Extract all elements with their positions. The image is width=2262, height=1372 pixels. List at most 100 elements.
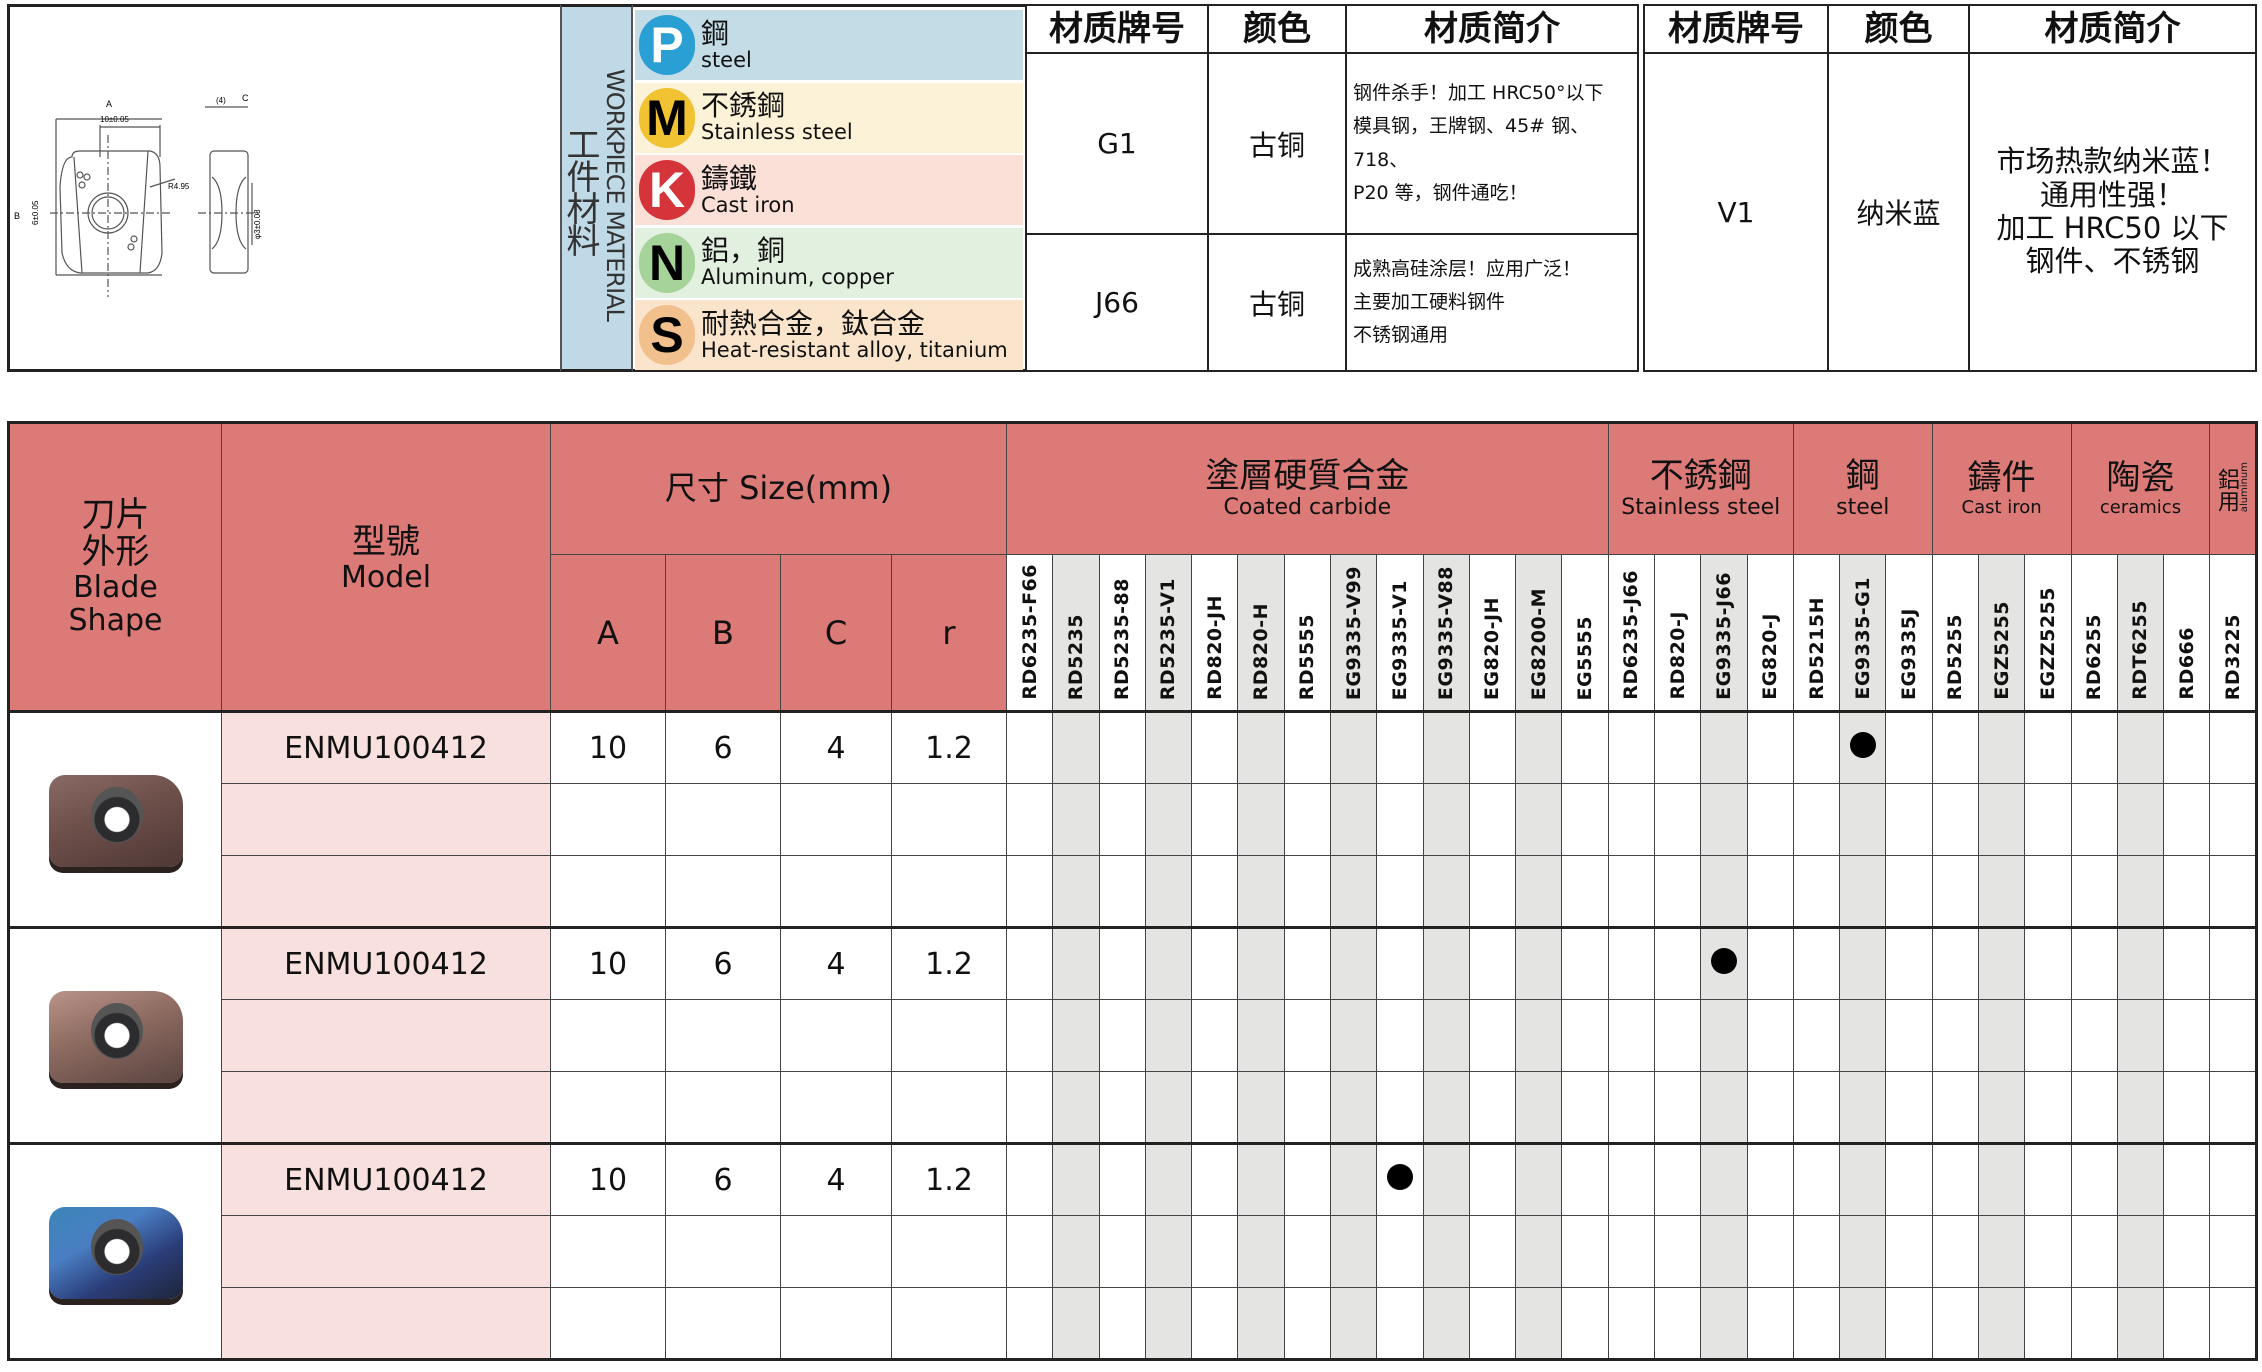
grade-availability-cell	[1792, 1215, 1841, 1288]
grade-availability-cell	[1422, 855, 1470, 928]
dim-a-label: A	[106, 99, 112, 109]
dim-cell	[891, 855, 1007, 928]
grade-availability-cell	[1700, 783, 1748, 856]
model-cell	[221, 1287, 551, 1361]
grade-label: EG9335-V88	[1435, 565, 1458, 700]
grade-availability-cell	[1283, 926, 1331, 1000]
grade-availability-cell	[1839, 1215, 1887, 1288]
grade-availability-cell	[2116, 1287, 2165, 1361]
group-header-cn: 塗層硬質合金	[1205, 455, 1410, 496]
grade-availability-cell	[1376, 783, 1424, 856]
availability-dot	[1849, 731, 1876, 758]
grade-column-header: EG9335-G1	[1839, 554, 1887, 712]
grade-availability-cell	[1329, 1071, 1378, 1144]
grade-availability-cell	[1191, 1071, 1239, 1144]
workpiece-material-label: 工件材料 WORKPIECE MATERIAL	[560, 4, 633, 372]
dim-c-label: C	[242, 93, 249, 103]
grade-availability-cell	[1885, 1142, 1933, 1216]
grade-availability-cell	[1607, 999, 1655, 1072]
grade-availability-cell	[1052, 1071, 1100, 1144]
dim-cell	[550, 1287, 666, 1361]
grade-availability-cell	[1422, 1215, 1470, 1288]
dim-a-value: 10±0.05	[100, 115, 129, 124]
grade-availability-cell	[1191, 999, 1239, 1072]
grade-label: RD5235-V1	[1157, 577, 1180, 700]
grade-availability-cell	[1700, 1215, 1748, 1288]
grade-label: EG820-J	[1759, 613, 1782, 700]
header-group-stainless-steel: 不銹鋼 Stainless steel	[1607, 421, 1794, 555]
grade-availability-cell	[2209, 1071, 2258, 1144]
grade-column-header: EGZ5255	[1977, 554, 2026, 712]
grade-availability-cell	[1885, 855, 1933, 928]
model-header-cn: 型號	[352, 522, 420, 562]
grade-availability-cell	[1653, 783, 1702, 856]
grade-availability-cell	[2163, 926, 2211, 1000]
desc-line: 通用性强！	[2039, 177, 2185, 212]
grade-availability-cell	[1561, 855, 1609, 928]
material-name-cn: 鑄鐵	[701, 161, 758, 195]
table-row: ENMU100412 10 6 4 1.2	[7, 710, 2258, 928]
grade-availability-cell	[1839, 1071, 1887, 1144]
desc-line: 钢件、不锈钢	[2025, 244, 2200, 279]
model-header-en: Model	[340, 560, 432, 596]
grade-availability-cell	[1422, 1071, 1470, 1144]
grade-availability-cell	[1052, 1287, 1100, 1361]
grade-availability-cell	[2209, 855, 2258, 928]
grade-availability-cell	[1005, 855, 1054, 928]
dim-cell	[780, 1215, 892, 1288]
grade-availability-cell	[1977, 783, 2026, 856]
grade-label: EG9335-J66	[1712, 572, 1735, 700]
grade-availability-cell	[2163, 1071, 2211, 1144]
grade-column-header: EG9335-V88	[1422, 554, 1470, 712]
grade-availability-cell	[1885, 1071, 1933, 1144]
grade-label: EGZ5255	[1990, 601, 2013, 700]
dim-cell	[665, 1215, 781, 1288]
grade-availability-cell	[1468, 1071, 1517, 1144]
grade-availability-cell	[1098, 1142, 1146, 1216]
material-legend: P 鋼 steel M 不銹鋼 Stainless steel K 鑄鐵 Cast …	[633, 4, 1025, 372]
desc-line: 主要加工硬料钢件	[1353, 291, 1506, 314]
grade-availability-cell	[2116, 926, 2165, 1000]
grade-availability-cell	[1653, 1287, 1702, 1361]
header-model: 型號 Model	[221, 421, 551, 712]
grade-availability-cell	[1700, 1142, 1748, 1216]
grade-availability-cell	[1005, 999, 1054, 1072]
grade-availability-cell	[2070, 999, 2118, 1072]
grade-availability-cell	[1191, 855, 1239, 928]
grade-label: RD5235	[1064, 613, 1087, 700]
grade-availability-cell	[2209, 1287, 2258, 1361]
grade-column-header: EG9335-J66	[1700, 554, 1748, 712]
grade-availability-cell	[2070, 926, 2118, 1000]
grade-label: RD6235-F66	[1018, 564, 1041, 700]
model-cell: ENMU100412	[221, 926, 551, 1000]
grade-availability-cell	[1515, 926, 1563, 1000]
header-group-ceramics: 陶瓷 ceramics	[2070, 421, 2211, 555]
material-m: M 不銹鋼 Stainless steel	[635, 82, 1023, 153]
material-letter-badge: P	[639, 15, 695, 75]
grade-availability-cell	[1144, 1215, 1193, 1288]
dim-cell	[550, 1071, 666, 1144]
grade-availability-cell	[1191, 926, 1239, 1000]
grade-availability-cell	[1191, 1215, 1239, 1288]
dim-cell	[780, 783, 892, 856]
grade-availability-cell	[1329, 1287, 1378, 1361]
grade-availability-cell	[1746, 1287, 1794, 1361]
grade-table-bronze: 材质牌号 颜色 材质简介 G1 古铜 钢件杀手！加工 HRC50°以下 模具钢，…	[1025, 4, 1639, 372]
grade-availability-cell	[1700, 710, 1748, 784]
grade-column-header: RD6235-F66	[1005, 554, 1054, 712]
grade-availability-cell	[2209, 1142, 2258, 1216]
grade-label: RD5215H	[1805, 597, 1828, 700]
material-name-en: Cast iron	[701, 192, 795, 217]
grade-availability-cell	[1098, 1287, 1146, 1361]
dim-c-cell: 4	[780, 1142, 892, 1216]
grade-label: RD820-H	[1250, 602, 1273, 700]
grade-availability-cell	[2024, 783, 2072, 856]
grade-availability-cell	[1376, 855, 1424, 928]
grade-availability-cell	[1144, 1287, 1193, 1361]
grade-color: 纳米蓝	[1827, 52, 1970, 372]
table-row	[9, 1071, 2258, 1144]
grade-column-header: EG9335J	[1885, 554, 1933, 712]
grade-availability-cell	[1376, 999, 1424, 1072]
header-dim-r: r	[891, 554, 1007, 712]
grade-availability-cell	[1515, 1287, 1563, 1361]
